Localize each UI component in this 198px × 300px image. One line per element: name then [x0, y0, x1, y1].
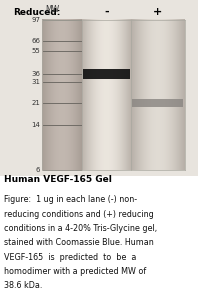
Text: 14: 14	[31, 122, 40, 128]
Text: stained with Coomassie Blue. Human: stained with Coomassie Blue. Human	[4, 238, 154, 247]
Text: 6: 6	[35, 167, 40, 173]
Text: 66: 66	[31, 38, 40, 44]
Text: Figure:  1 ug in each lane (-) non-: Figure: 1 ug in each lane (-) non-	[4, 195, 137, 204]
Text: 97: 97	[31, 17, 40, 23]
Text: 36: 36	[31, 70, 40, 76]
Text: VEGF-165  is  predicted  to  be  a: VEGF-165 is predicted to be a	[4, 253, 136, 262]
Text: MW: MW	[45, 5, 59, 14]
Text: Human VEGF-165 Gel: Human VEGF-165 Gel	[4, 176, 112, 184]
Text: +: +	[153, 7, 163, 17]
Text: reducing conditions and (+) reducing: reducing conditions and (+) reducing	[4, 210, 154, 219]
Text: conditions in a 4-20% Tris-Glycine gel,: conditions in a 4-20% Tris-Glycine gel,	[4, 224, 157, 233]
Text: homodimer with a predicted MW of: homodimer with a predicted MW of	[4, 267, 146, 276]
Text: 31: 31	[31, 79, 40, 85]
Text: 55: 55	[31, 48, 40, 54]
Text: 21: 21	[31, 100, 40, 106]
Text: 38.6 kDa.: 38.6 kDa.	[4, 281, 42, 290]
Text: Reduced:: Reduced:	[13, 8, 60, 16]
Bar	[131, 20, 185, 170]
Bar	[42, 20, 82, 170]
Text: -: -	[104, 7, 109, 17]
Bar	[83, 69, 130, 79]
Bar	[82, 20, 131, 170]
Bar	[132, 99, 183, 107]
